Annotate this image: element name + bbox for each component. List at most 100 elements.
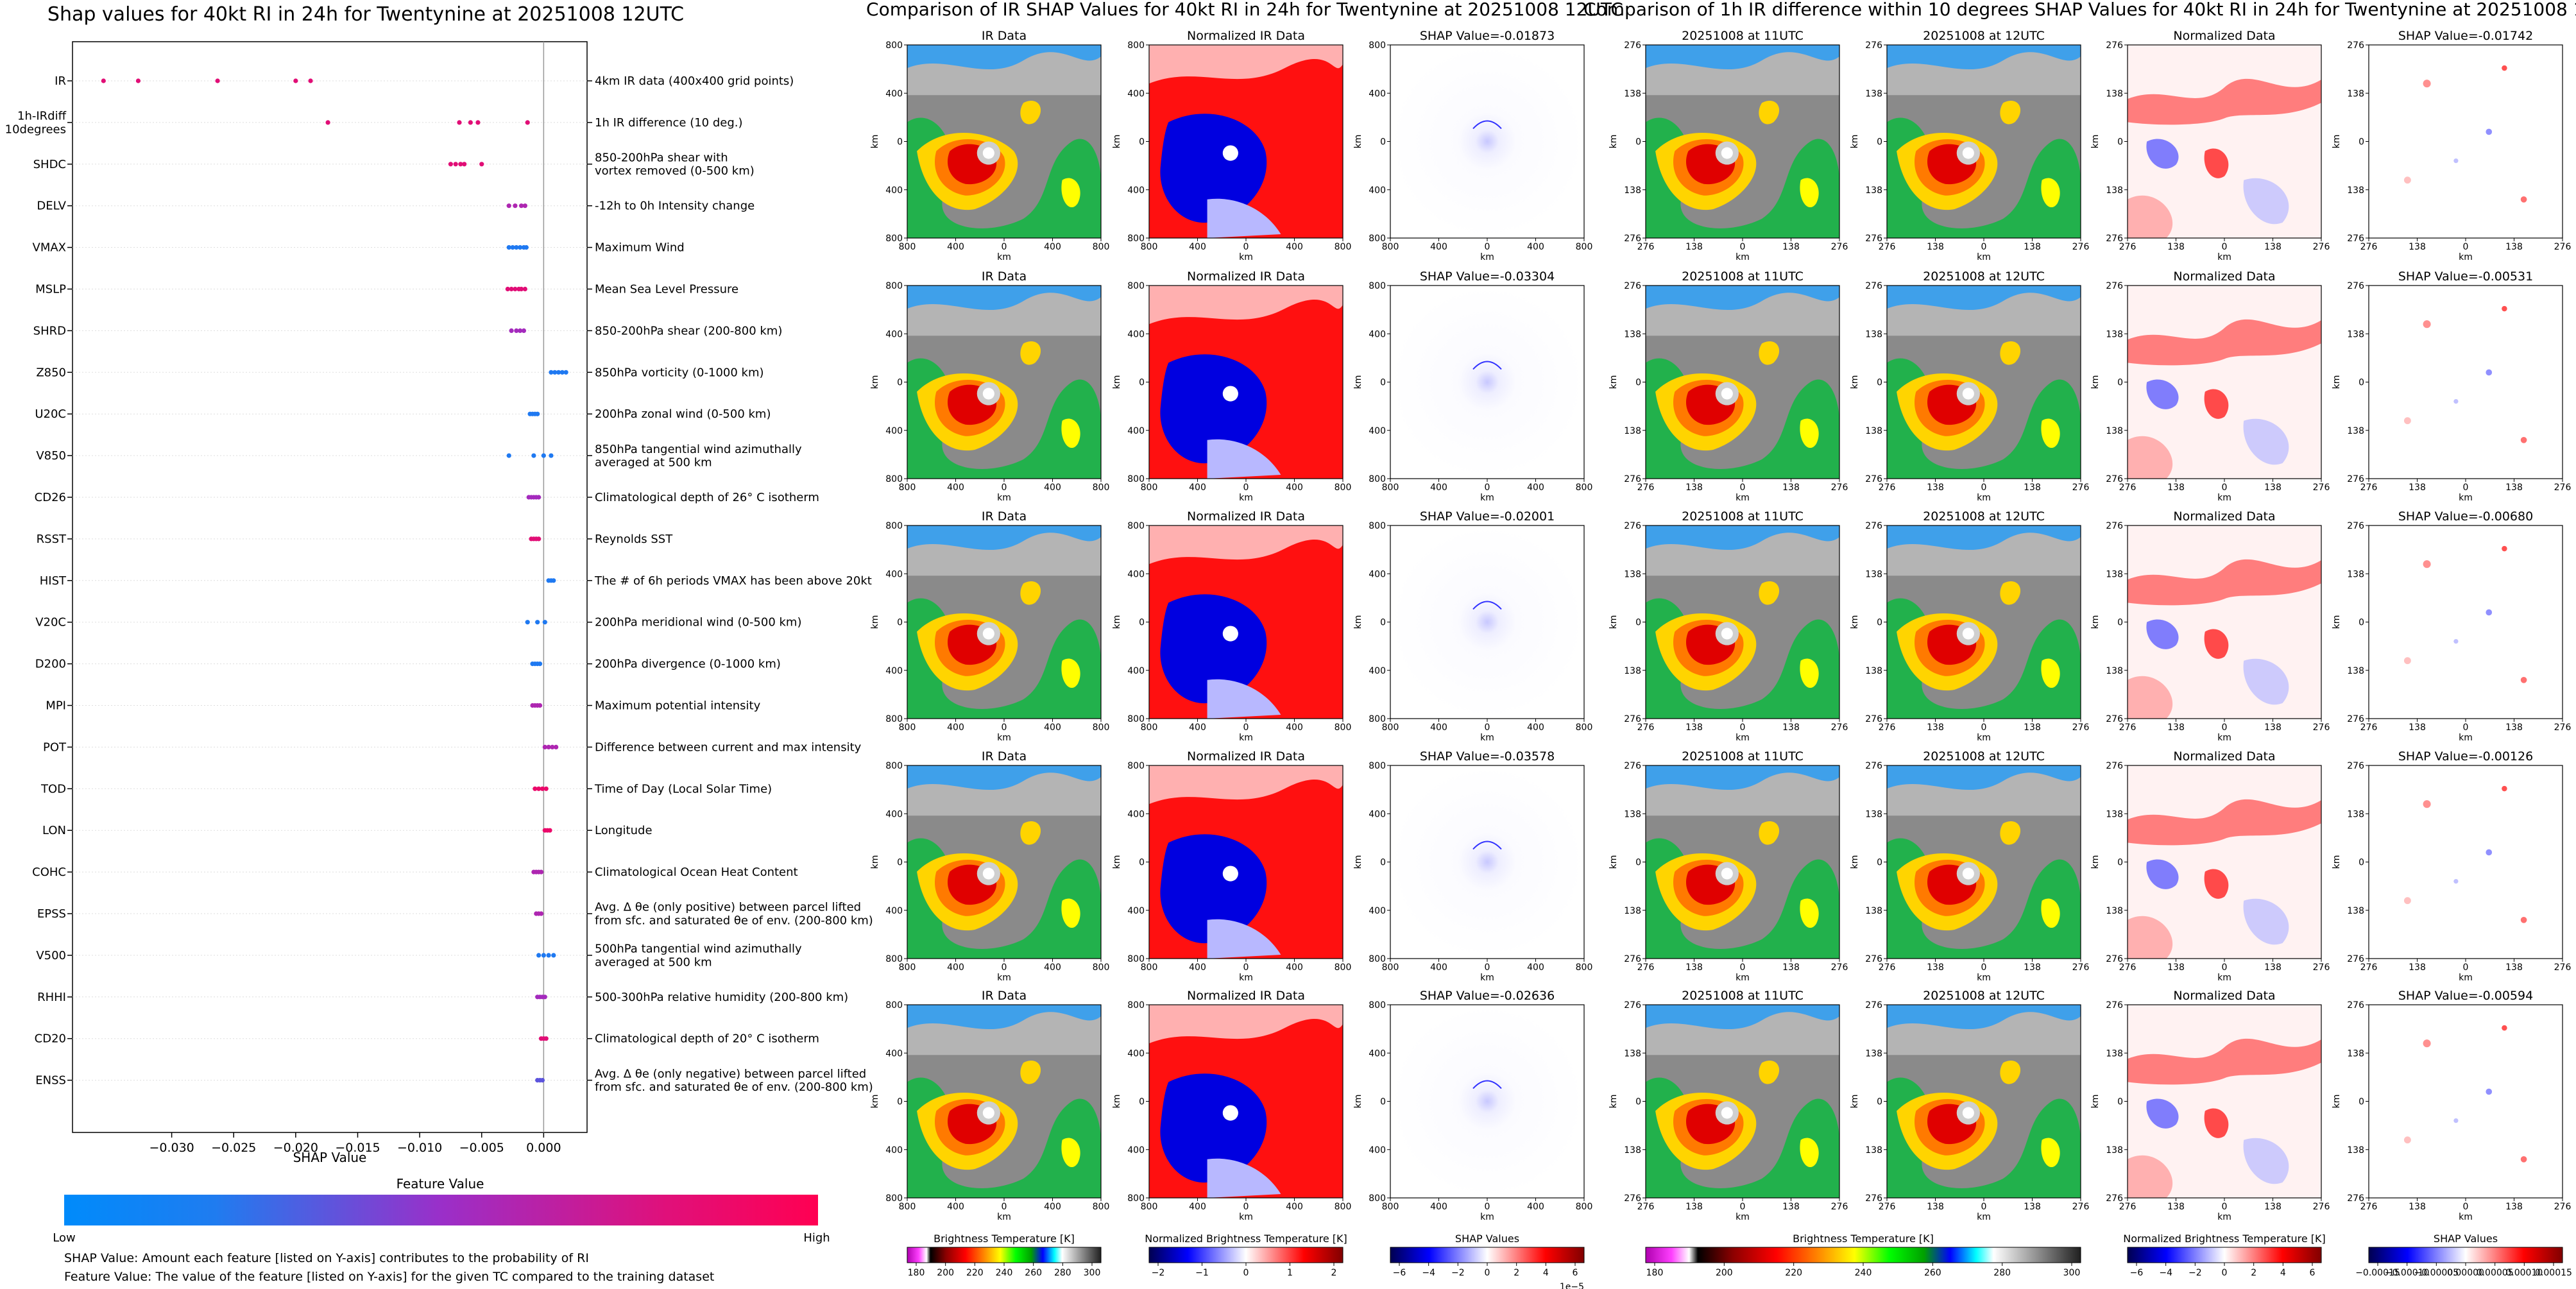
- y-tick-label: 400: [1127, 89, 1145, 99]
- x-tick-label: 800: [1093, 482, 1110, 493]
- x-tick-label: 0: [1243, 722, 1249, 733]
- colorbar-tick-label: 260: [1025, 1268, 1042, 1278]
- ir-image: [907, 525, 1101, 719]
- x-tick-label: 138: [1685, 722, 1703, 733]
- image-title: Normalized Data: [2173, 509, 2275, 524]
- y-tick-label: 0: [2358, 1097, 2364, 1107]
- x-tick-label: 276: [2072, 962, 2090, 973]
- image-title: IR Data: [982, 749, 1027, 764]
- y-tick-label: 400: [885, 426, 903, 436]
- shap-value-title: SHAP Value=-0.00126: [2398, 749, 2533, 764]
- y-tick-label: 400: [1127, 569, 1145, 579]
- x-tick-label: 400: [1430, 962, 1447, 973]
- x-tick-label: 276: [1879, 722, 1896, 733]
- x-tick-label: 276: [1637, 242, 1655, 252]
- x-tick-label: 276: [2119, 482, 2137, 493]
- normalized-ir-image: [1149, 1005, 1343, 1198]
- y-tick-label: 400: [1127, 426, 1145, 436]
- feature-description: Maximum potential intensity: [595, 699, 761, 713]
- y-tick-label: 276: [2106, 954, 2123, 964]
- x-tick-label: 276: [1879, 962, 1896, 973]
- y-tick-label: 800: [885, 714, 903, 724]
- feature-label: RSST: [37, 533, 67, 546]
- x-tick-label: 276: [2313, 482, 2330, 493]
- y-tick-label: 400: [1127, 906, 1145, 916]
- y-axis-unit: km: [870, 135, 880, 149]
- y-tick-label: 0: [2358, 858, 2364, 868]
- colorbar-high-label: High: [803, 1231, 830, 1245]
- feature-label: V20C: [35, 616, 66, 629]
- colorbar-tick-label: 0.00000: [2447, 1268, 2484, 1278]
- feature-label: CD20: [35, 1032, 66, 1046]
- x-tick-label: 276: [1831, 962, 1848, 973]
- shap-value-title: SHAP Value=-0.00594: [2398, 989, 2533, 1003]
- y-tick-label: 138: [1865, 1048, 1882, 1059]
- y-tick-label: 276: [2347, 1000, 2364, 1011]
- x-tick-label: 138: [2505, 242, 2523, 252]
- x-tick-label: 0: [2463, 242, 2469, 252]
- x-tick-label: 138: [2264, 962, 2282, 973]
- shap-value-title: SHAP Value=-0.03304: [1420, 269, 1555, 284]
- ir-image: [1887, 286, 2081, 479]
- colorbar-label: Brightness Temperature [K]: [934, 1233, 1075, 1245]
- image-title: Normalized Data: [2173, 269, 2275, 284]
- y-tick-label: 0: [2358, 618, 2364, 628]
- image-title: 20251008 at 12UTC: [1923, 509, 2045, 524]
- y-tick-label: 400: [1127, 1048, 1145, 1059]
- image-title: 20251008 at 12UTC: [1923, 749, 2045, 764]
- y-tick-label: 0: [1139, 858, 1145, 868]
- feature-description: 850hPa tangential wind azimuthally averag…: [595, 443, 802, 470]
- y-tick-label: 138: [2106, 569, 2123, 579]
- x-tick-label: 0: [1485, 242, 1490, 252]
- x-tick-label: 138: [2505, 962, 2523, 973]
- y-tick-label: 276: [1865, 954, 1882, 964]
- x-tick-label: 400: [1430, 242, 1447, 252]
- x-tick-label: 138: [2409, 962, 2426, 973]
- colorbar-tick-label: 2: [2251, 1268, 2256, 1278]
- x-axis-unit: km: [1480, 493, 1494, 503]
- colorbar: [907, 1247, 1102, 1263]
- shap-summary-panel: Shap values for 40kt RI in 24h for Twent…: [5, 3, 873, 1284]
- shap-point: [293, 78, 298, 83]
- x-tick-label: 0: [1002, 1202, 1007, 1212]
- x-axis-unit: km: [1480, 733, 1494, 743]
- y-axis-unit: km: [2332, 135, 2342, 149]
- x-tick-label: 276: [2554, 722, 2572, 733]
- feature-label: SHRD: [33, 324, 66, 337]
- x-tick-label: 400: [1286, 242, 1303, 252]
- colorbar-tick-label: 6: [1573, 1268, 1578, 1278]
- y-tick-label: 0: [2358, 378, 2364, 388]
- x-tick-label: 0: [1485, 1202, 1490, 1212]
- shap-vortex-mark: [1472, 1080, 1502, 1089]
- shap-point: [551, 578, 556, 583]
- x-tick-label: 800: [1093, 242, 1110, 252]
- y-axis-unit: km: [1353, 1095, 1363, 1109]
- colorbar-tick-label: 4: [1543, 1268, 1549, 1278]
- y-tick-label: 0: [2358, 137, 2364, 148]
- y-tick-label: 800: [1369, 1193, 1386, 1204]
- colorbar-label: SHAP Values: [2434, 1233, 2498, 1245]
- y-tick-label: 800: [885, 1000, 903, 1011]
- colorbar-tick-label: −6: [1393, 1268, 1406, 1278]
- y-tick-label: 276: [1865, 474, 1882, 484]
- y-tick-label: 0: [1139, 378, 1145, 388]
- y-tick-label: 138: [1865, 1145, 1882, 1156]
- x-tick-label: 0: [2222, 482, 2228, 493]
- colorbar-tick-label: −1: [1195, 1268, 1209, 1278]
- x-tick-label: 800: [1382, 722, 1399, 733]
- y-axis-unit: km: [1353, 135, 1363, 149]
- y-tick-label: 138: [1624, 185, 1641, 196]
- shap-point: [554, 744, 559, 749]
- y-tick-label: 138: [2347, 89, 2364, 99]
- y-tick-label: 276: [2106, 474, 2123, 484]
- shap-point: [518, 328, 523, 333]
- y-tick-label: 800: [1127, 761, 1145, 771]
- shap-value-title: SHAP Value=-0.03578: [1420, 749, 1555, 764]
- feature-description: The # of 6h periods VMAX has been above …: [594, 574, 872, 588]
- x-tick-label: 800: [1335, 242, 1352, 252]
- colorbar-tick-label: 0: [1243, 1268, 1249, 1278]
- feature-description: 850-200hPa shear with vortex removed (0-5…: [595, 151, 755, 178]
- feature-colorbar: [64, 1195, 818, 1225]
- feature-description: Maximum Wind: [595, 241, 685, 255]
- y-tick-label: 800: [885, 761, 903, 771]
